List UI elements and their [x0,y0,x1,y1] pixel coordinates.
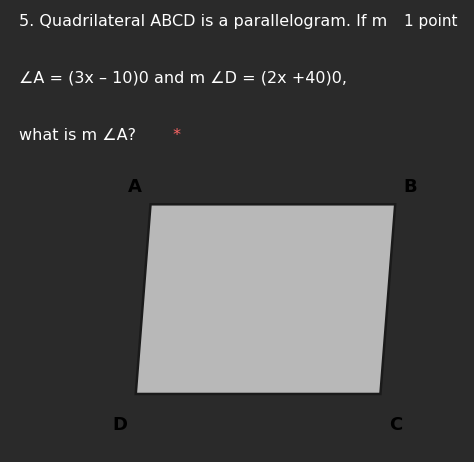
Text: *: * [168,128,181,143]
Polygon shape [136,204,395,394]
Text: what is m ∠A?: what is m ∠A? [19,128,136,143]
Text: ∠A = (3x – 10)0 and m ∠D = (2x +40)0,: ∠A = (3x – 10)0 and m ∠D = (2x +40)0, [19,70,347,85]
Text: B: B [404,178,417,196]
Text: C: C [389,416,402,434]
Text: 5. Quadrilateral ABCD is a parallelogram. If m: 5. Quadrilateral ABCD is a parallelogram… [19,14,387,29]
Text: D: D [112,416,128,434]
Text: 1 point: 1 point [404,14,457,29]
Text: A: A [128,178,142,196]
